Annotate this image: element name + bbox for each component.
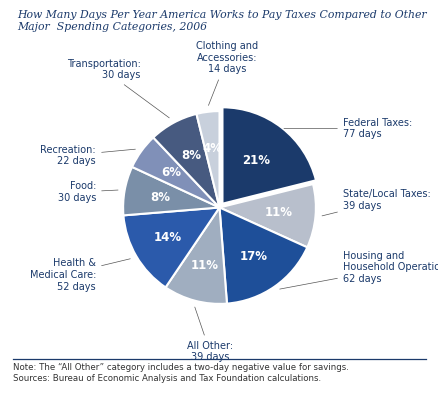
Text: Clothing and
Accessories:
14 days: Clothing and Accessories: 14 days: [196, 41, 258, 105]
Text: How Many Days Per Year America Works to Pay Taxes Compared to Other
Major  Spend: How Many Days Per Year America Works to …: [18, 10, 426, 32]
Wedge shape: [123, 167, 219, 215]
Text: 14%: 14%: [153, 231, 182, 244]
Text: 8%: 8%: [180, 149, 201, 161]
Wedge shape: [123, 208, 219, 287]
Text: 11%: 11%: [265, 206, 292, 220]
Text: 8%: 8%: [150, 190, 170, 203]
Text: Note: The “All Other” category includes a two-day negative value for savings.
So: Note: The “All Other” category includes …: [13, 363, 348, 383]
Text: Recreation:
22 days: Recreation: 22 days: [40, 145, 135, 166]
Text: All Other:
39 days: All Other: 39 days: [187, 307, 233, 362]
Wedge shape: [196, 111, 219, 208]
Text: Health &
Medical Care:
52 days: Health & Medical Care: 52 days: [30, 259, 130, 292]
Text: State/Local Taxes:
39 days: State/Local Taxes: 39 days: [321, 189, 430, 216]
Wedge shape: [222, 107, 315, 204]
Text: Transportation:
30 days: Transportation: 30 days: [67, 59, 169, 118]
Wedge shape: [132, 137, 219, 208]
Text: 6%: 6%: [161, 166, 180, 179]
Text: 17%: 17%: [239, 250, 267, 263]
Wedge shape: [165, 208, 226, 304]
Text: 4%: 4%: [202, 142, 222, 155]
Text: 11%: 11%: [190, 259, 218, 272]
Wedge shape: [219, 184, 315, 247]
Text: Food:
30 days: Food: 30 days: [58, 181, 118, 203]
Text: 21%: 21%: [242, 154, 270, 167]
Text: Federal Taxes:
77 days: Federal Taxes: 77 days: [283, 118, 411, 139]
Wedge shape: [219, 208, 307, 304]
Wedge shape: [153, 114, 219, 208]
Text: Housing and
Household Operation:
62 days: Housing and Household Operation: 62 days: [279, 251, 438, 289]
